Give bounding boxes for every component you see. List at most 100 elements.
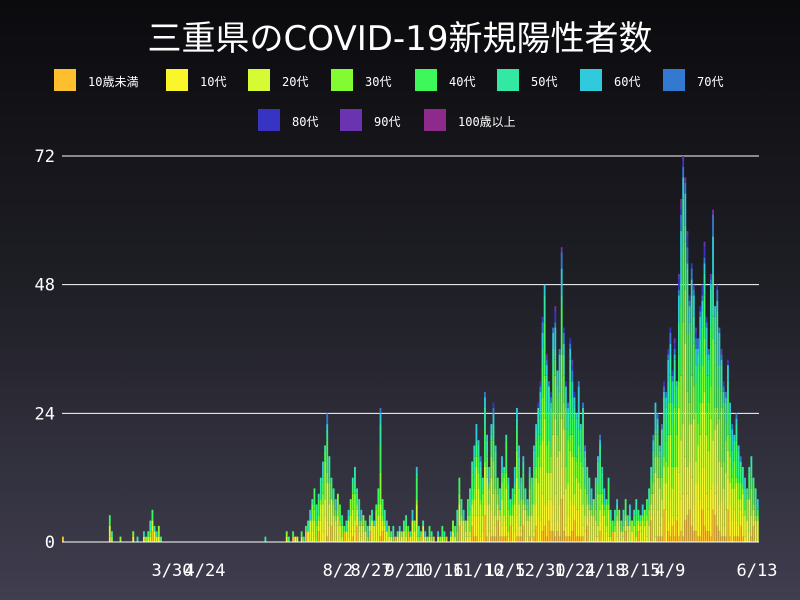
bar-segment [756,509,759,516]
bar-segment [492,402,495,408]
bar-segment [635,515,638,521]
bar-segment [601,472,604,489]
bar-segment [573,456,576,494]
bar-segment [712,338,714,441]
bar-segment [735,536,738,542]
bar-segment [686,391,689,467]
bar-segment [665,483,668,510]
bar-segment [739,456,742,462]
bar-segment [345,531,348,542]
bar-segment [533,450,535,467]
bar-segment [656,413,659,419]
bar-segment [707,531,710,542]
bar-segment [729,413,731,435]
bar-segment [716,311,719,366]
bar-segment [143,536,145,542]
bar-segment [737,445,740,451]
bar-segment [756,499,759,510]
bar-segment [592,525,595,542]
bar-segment [285,536,288,542]
bar-segment [569,536,572,542]
bar-segment [388,525,390,537]
bar-segment [754,520,757,526]
bar-segment [415,499,418,505]
bar-segment [479,477,482,500]
bar-segment [709,279,712,285]
bar-segment [471,461,474,473]
bar-segment [699,311,702,317]
bar-segment [607,477,610,484]
bar-segment [379,536,382,542]
bar-segment [705,493,708,532]
bar-segment [524,504,527,510]
bar-segment [375,525,378,542]
bar-segment [543,284,546,296]
bar-segment [724,440,727,473]
bar-segment [554,418,557,494]
bar-segment [490,424,493,435]
bar-segment [690,327,693,376]
bar-segment [705,322,708,328]
bar-segment [716,407,719,425]
bar-segment [443,536,446,542]
bar-segment [530,483,533,505]
bar-segment [748,466,751,473]
bar-segment [326,536,329,542]
bar-segment [545,413,548,446]
bar-segment [628,504,631,516]
bar-segment [381,515,384,521]
bar-segment [724,397,727,403]
bar-segment [360,525,363,537]
bar-segment [520,525,523,532]
bar-segment [379,407,382,414]
bar-segment [392,536,395,542]
bar-segment [524,488,527,500]
bar-segment [733,461,736,489]
bar-segment [722,407,725,462]
bar-segment [594,536,597,542]
bar-segment [560,295,563,307]
bar-segment [680,214,682,232]
bar-segment [486,477,488,505]
bar-segment [622,509,625,526]
bar-segment [703,391,706,467]
bar-segment [477,472,480,489]
bar-segment [633,509,636,516]
bar-segment [543,418,546,505]
bar-segment [718,418,721,462]
bar-segment [709,386,712,419]
bar-segment [656,509,659,537]
bar-segment [720,499,723,537]
bar-segment [518,525,520,537]
bar-segment [577,445,580,484]
bar-segment [680,375,682,441]
bar-segment [498,509,501,516]
bar-segment [678,279,680,291]
bar-segment [712,509,714,542]
bar-segment [665,391,668,398]
bar-segment [492,440,495,462]
bar-segment [383,520,386,526]
bar-segment [699,316,702,339]
bar-segment [332,525,335,542]
bar-segment [424,531,427,537]
bar-segment [605,504,608,526]
bar-segment [579,429,582,451]
bar-segment [635,499,638,516]
bar-segment [513,483,516,489]
bar-segment [520,477,523,484]
bar-segment [488,466,491,484]
bar-segment [699,536,702,542]
bar-segment [513,531,516,542]
bar-segment [160,536,162,542]
bar-segment [571,359,574,366]
bar-segment [669,434,672,500]
bar-segment [285,531,288,537]
bar-segment [622,525,625,532]
bar-segment [656,418,659,425]
bar-segment [496,520,499,542]
bar-segment [351,493,354,510]
bar-segment [356,515,358,526]
bar-segment [607,536,610,542]
bar-segment [539,445,542,467]
